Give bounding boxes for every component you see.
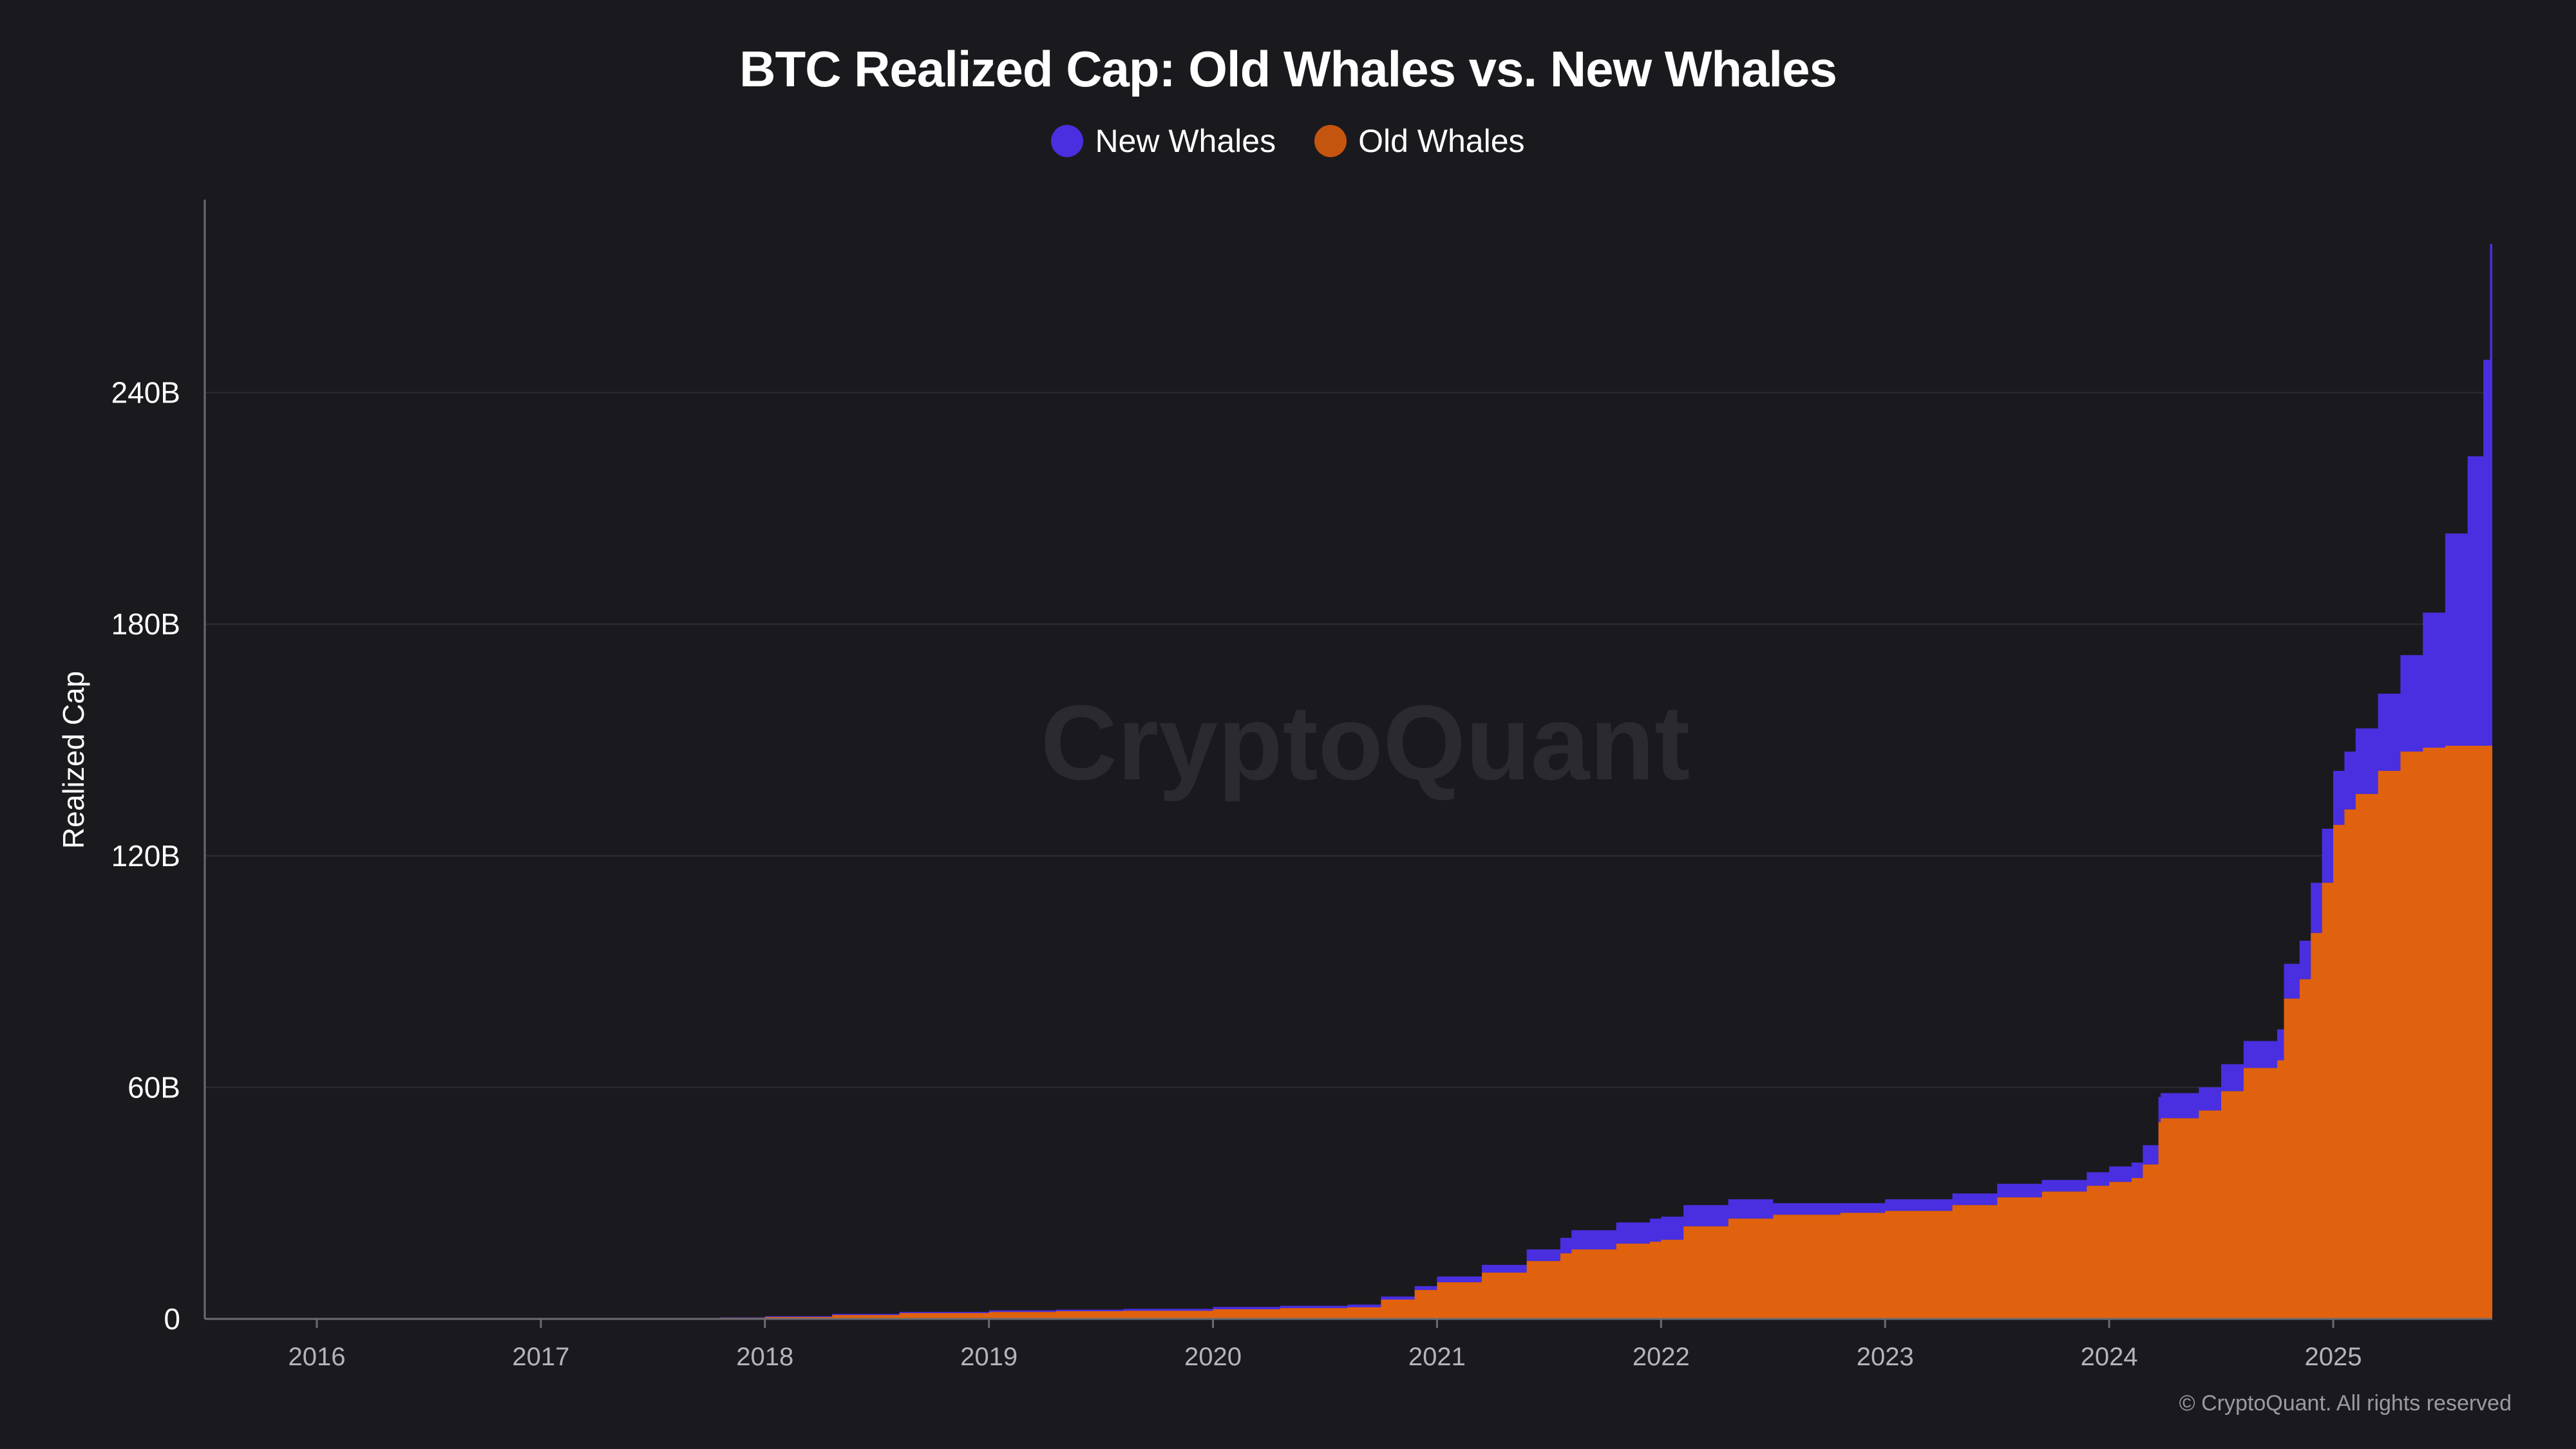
- watermark: CryptoQuant: [1041, 683, 1690, 802]
- legend-item-new-whales[interactable]: New Whales: [1051, 122, 1276, 160]
- legend-swatch-new-whales: [1051, 125, 1084, 157]
- legend-item-old-whales[interactable]: Old Whales: [1314, 122, 1525, 160]
- x-tick-label: 2018: [736, 1343, 793, 1371]
- chart-title: BTC Realized Cap: Old Whales vs. New Wha…: [739, 41, 1837, 97]
- y-tick-label: 180B: [111, 607, 180, 641]
- y-tick-label: 120B: [111, 839, 180, 873]
- x-tick-label: 2025: [2305, 1343, 2362, 1371]
- axes: 0 60B 120B 180B 240B 2016 2017 2018 2019 2020 2021…: [111, 200, 2492, 1371]
- x-tick-label: 2024: [2081, 1343, 2138, 1371]
- legend-label-new-whales: New Whales: [1095, 123, 1276, 159]
- copyright-notice: © CryptoQuant. All rights reserved: [2179, 1391, 2512, 1416]
- x-tick-label: 2020: [1184, 1343, 1242, 1371]
- y-tick-label: 240B: [111, 376, 180, 410]
- legend: New Whales Old Whales: [0, 122, 2576, 160]
- x-tick-label: 2022: [1633, 1343, 1690, 1371]
- legend-swatch-old-whales: [1314, 125, 1347, 157]
- x-tick-label: 2021: [1408, 1343, 1466, 1371]
- x-tick-label: 2019: [960, 1343, 1018, 1371]
- y-tick-label: 60B: [128, 1070, 180, 1104]
- x-tick-label: 2016: [288, 1343, 345, 1371]
- legend-label-old-whales: Old Whales: [1358, 123, 1525, 159]
- x-tick-label: 2023: [1857, 1343, 1914, 1371]
- area-layer: [720, 243, 2492, 1319]
- y-axis-title: Realized Cap: [57, 671, 90, 849]
- x-tick-label: 2017: [512, 1343, 569, 1371]
- y-tick-label: 0: [164, 1302, 180, 1336]
- series-area-old-whales: [720, 746, 2492, 1319]
- grid-lines: [205, 392, 2492, 1088]
